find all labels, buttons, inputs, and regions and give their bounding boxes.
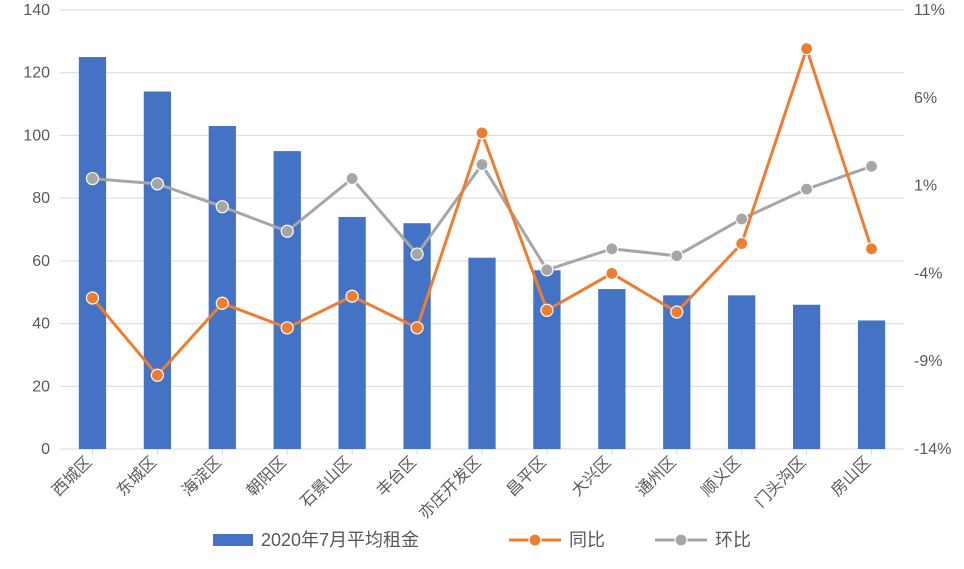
mom-marker bbox=[151, 178, 163, 190]
bar bbox=[728, 295, 755, 449]
y-left-tick-label: 0 bbox=[41, 441, 50, 458]
y-right-tick-label: 1% bbox=[914, 178, 937, 195]
y-left-tick-label: 80 bbox=[32, 190, 50, 207]
mom-marker bbox=[346, 173, 358, 185]
bar bbox=[79, 57, 106, 449]
y-left-tick-label: 120 bbox=[23, 65, 50, 82]
x-category-label: 门头沟区 bbox=[751, 453, 809, 511]
y-right-tick-label: -14% bbox=[914, 441, 951, 458]
y-left-tick-label: 100 bbox=[23, 127, 50, 144]
mom-marker bbox=[281, 225, 293, 237]
x-category-label: 西城区 bbox=[49, 453, 96, 500]
y-right-tick-label: 11% bbox=[914, 2, 945, 19]
mom-marker bbox=[541, 264, 553, 276]
x-category-label: 东城区 bbox=[114, 453, 161, 500]
legend-label: 2020年7月平均租金 bbox=[261, 530, 419, 550]
mom-marker bbox=[801, 183, 813, 195]
y-right-tick-label: -4% bbox=[914, 265, 942, 282]
legend-label: 同比 bbox=[569, 530, 605, 550]
mom-marker bbox=[216, 201, 228, 213]
legend-label: 环比 bbox=[715, 530, 751, 550]
legend-swatch-marker bbox=[675, 534, 687, 546]
x-category-label: 顺义区 bbox=[698, 453, 745, 500]
legend-swatch-marker bbox=[529, 534, 541, 546]
mom-marker bbox=[86, 173, 98, 185]
yoy-marker bbox=[151, 369, 163, 381]
yoy-marker bbox=[736, 238, 748, 250]
yoy-marker bbox=[346, 290, 358, 302]
mom-marker bbox=[736, 213, 748, 225]
bar bbox=[598, 289, 625, 449]
bar bbox=[533, 270, 560, 449]
yoy-marker bbox=[866, 243, 878, 255]
y-left-tick-label: 20 bbox=[32, 378, 50, 395]
chart-container: 0 20 40 60 80 100 120 140 -14% -9% -4% 1% 6% 11% 西城区东城… bbox=[0, 0, 964, 569]
x-category-label: 昌平区 bbox=[504, 454, 550, 500]
combo-chart: 0 20 40 60 80 100 120 140 -14% -9% -4% 1% 6% 11% 西城区东城… bbox=[0, 0, 964, 569]
bar bbox=[468, 258, 495, 449]
mom-marker bbox=[606, 243, 618, 255]
bar bbox=[274, 151, 301, 449]
legend-swatch-bar bbox=[213, 534, 253, 546]
x-category-label: 通州区 bbox=[633, 453, 680, 500]
y-left-tick-label: 60 bbox=[32, 253, 50, 270]
mom-marker bbox=[866, 160, 878, 172]
yoy-marker bbox=[606, 267, 618, 279]
y-left-tick-label: 40 bbox=[32, 316, 50, 333]
mom-marker bbox=[671, 250, 683, 262]
yoy-marker bbox=[541, 304, 553, 316]
yoy-marker bbox=[411, 322, 423, 334]
x-category-label: 大兴区 bbox=[568, 453, 615, 500]
yoy-marker bbox=[281, 322, 293, 334]
mom-marker bbox=[476, 159, 488, 171]
x-category-label: 石景山区 bbox=[297, 453, 355, 511]
yoy-marker bbox=[216, 297, 228, 309]
bar bbox=[339, 217, 366, 449]
bar bbox=[793, 305, 820, 449]
bar bbox=[144, 92, 171, 449]
x-category-label: 亦庄开发区 bbox=[416, 453, 485, 522]
mom-marker bbox=[411, 248, 423, 260]
x-category-label: 海淀区 bbox=[178, 453, 225, 500]
x-category-label: 房山区 bbox=[828, 453, 875, 500]
x-category-label: 朝阳区 bbox=[243, 453, 290, 500]
yoy-marker bbox=[801, 43, 813, 55]
yoy-marker bbox=[86, 292, 98, 304]
y-left-tick-label: 140 bbox=[23, 2, 50, 19]
y-right-tick-label: -9% bbox=[914, 353, 942, 370]
x-category-label: 丰台区 bbox=[373, 453, 420, 500]
bar bbox=[209, 126, 236, 449]
y-right-tick-label: 6% bbox=[914, 90, 937, 107]
yoy-marker bbox=[671, 306, 683, 318]
yoy-marker bbox=[476, 127, 488, 139]
bar bbox=[858, 320, 885, 449]
